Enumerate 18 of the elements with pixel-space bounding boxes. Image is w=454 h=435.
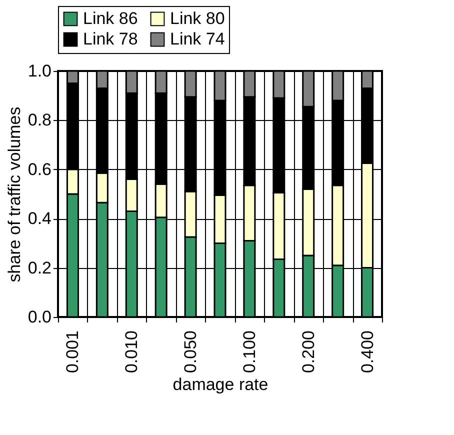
legend-label: Link 74 [170, 30, 225, 48]
y-tick-label: 0.8 [28, 110, 52, 130]
y-tick-label: 0.6 [28, 160, 52, 179]
x-tick-label: 0.010 [122, 330, 142, 374]
y-axis-title: share of traffic volumes [4, 106, 24, 282]
legend-label: Link 80 [170, 8, 225, 28]
y-tick-label: 1.0 [28, 62, 52, 80]
legend-label: Link 86 [83, 8, 138, 28]
x-tick-label: 0.050 [181, 330, 200, 374]
x-tick-label: 0.100 [240, 330, 259, 374]
x-tick-label: 0.200 [298, 330, 318, 374]
y-tick-label: 0.0 [28, 308, 52, 326]
x-tick-label: 0.001 [63, 330, 82, 374]
x-tick-label: 0.400 [358, 330, 377, 374]
x-axis-title: damage rate [172, 375, 268, 394]
y-tick-label: 0.2 [28, 258, 52, 278]
legend-label: Link 78 [83, 30, 138, 48]
y-tick-label: 0.4 [28, 209, 52, 228]
